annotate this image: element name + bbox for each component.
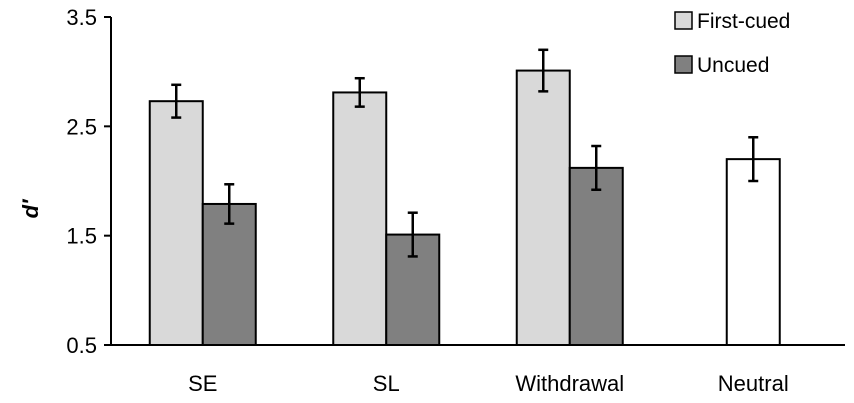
legend-label: Uncued	[697, 54, 769, 77]
legend-label: First-cued	[697, 10, 790, 33]
bar-first-cued	[332, 91, 388, 346]
legend: First-cued Uncued	[674, 10, 790, 77]
y-axis-label: d′	[18, 198, 43, 218]
bar-uncued	[201, 202, 257, 346]
legend-swatch	[674, 11, 693, 30]
y-tick-label: 3.5	[66, 5, 97, 30]
category-label: Neutral	[718, 371, 789, 396]
legend-swatch	[674, 55, 693, 74]
y-tick-labels: 0.5 1.5 2.5 3.5	[66, 5, 97, 358]
y-tick-label: 2.5	[66, 114, 97, 139]
y-tick-label: 1.5	[66, 224, 97, 249]
bars	[148, 69, 781, 347]
bar-neutral	[725, 158, 781, 346]
category-label: SL	[373, 371, 400, 396]
bar-first-cued	[515, 69, 571, 346]
error-bars	[171, 48, 759, 258]
category-labels: SE SL Withdrawal Neutral	[188, 371, 789, 396]
y-tick-label: 0.5	[66, 333, 97, 358]
bar-first-cued	[148, 100, 204, 347]
category-label: SE	[188, 371, 217, 396]
category-label: Withdrawal	[515, 371, 624, 396]
bar-uncued	[568, 166, 624, 346]
